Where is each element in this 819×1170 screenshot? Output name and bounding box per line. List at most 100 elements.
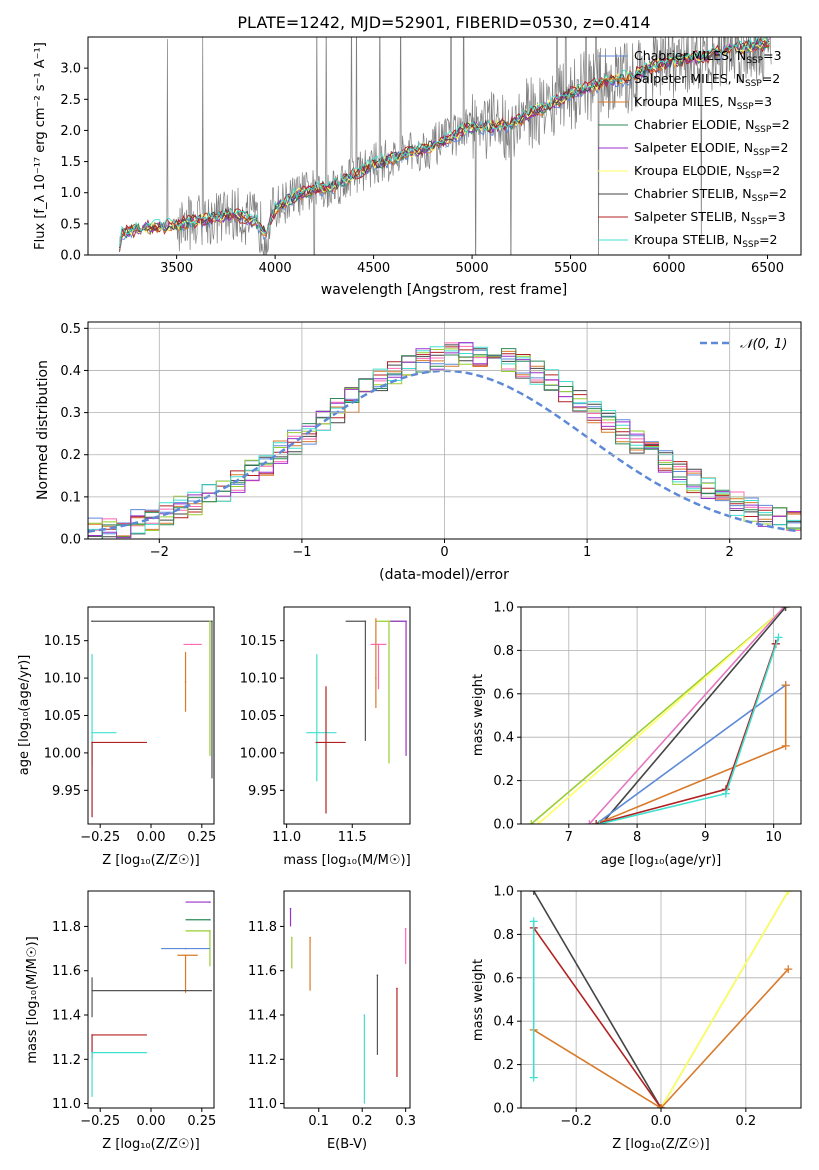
x-tick-label: 0.25: [187, 830, 216, 845]
data-point: [209, 901, 211, 903]
spectrum-title: PLATE=1242, MJD=52901, FIBERID=0530, z=0…: [237, 13, 650, 32]
residual-legend: 𝒩(0, 1): [700, 337, 787, 352]
plus-marker: [595, 820, 604, 824]
gaussian-reference-curve: [88, 369, 799, 533]
legend-suffix: =3: [754, 94, 772, 109]
y-tick-label: 0.4: [493, 731, 514, 746]
weight-line: [595, 684, 787, 824]
x-tick-label: 0.00: [137, 1114, 166, 1129]
legend-suffix: =2: [762, 163, 780, 178]
mass-vs-Z-xlabel: Z [log₁₀(Z/Z☉)]: [102, 1137, 199, 1152]
y-tick-label: 1.0: [60, 186, 81, 201]
weight-line: [533, 891, 662, 1108]
x-tick-label: −2: [150, 545, 169, 560]
y-tick-label: 10.05: [240, 709, 277, 724]
data-point: [316, 731, 318, 734]
y-tick-label: 2.0: [60, 124, 81, 139]
x-tick-label: 6000: [652, 261, 685, 276]
weight-line: [537, 607, 787, 824]
y-tick-label: 10.10: [240, 672, 277, 687]
y-tick-label: 0.0: [493, 1102, 514, 1117]
y-tick-label: 11.6: [52, 964, 81, 979]
x-tick-label: 11.0: [272, 830, 301, 845]
plus-marker: [534, 820, 543, 824]
y-tick-label: 1.0: [493, 601, 514, 616]
y-tick-label: 2.5: [60, 93, 81, 108]
x-tick-label: 10: [765, 830, 782, 845]
axes-frame: [283, 890, 411, 1109]
y-tick-label: 11.8: [248, 920, 277, 935]
y-tick-label: 11.4: [248, 1009, 277, 1024]
y-tick-label: 11.4: [52, 1009, 81, 1024]
model-spectrum-line: [119, 37, 770, 249]
age-vs-mass-xlabel: mass [log₁₀(M/M☉)]: [283, 853, 410, 868]
y-tick-label: 11.0: [248, 1097, 277, 1112]
legend-subscript: SSP: [746, 56, 763, 66]
data-point: [376, 974, 379, 976]
legend-label: Salpeter STELIB, NSSP=3: [634, 209, 786, 227]
weight-vs-age-ylabel: mass weight: [471, 674, 486, 756]
legend-suffix: =2: [770, 140, 788, 155]
x-tick-label: −0.25: [80, 1114, 120, 1129]
weight-vs-Z-xlabel: Z [log₁₀(Z/Z☉)]: [612, 1137, 709, 1152]
legend-subscript: SSP: [754, 125, 771, 135]
legend-suffix: =2: [759, 232, 777, 247]
data-point: [91, 989, 93, 992]
y-tick-label: 0.4: [60, 364, 81, 379]
x-tick-label: −1: [292, 545, 311, 560]
x-tick-label: 6500: [751, 261, 784, 276]
x-tick-label: 7: [565, 830, 573, 845]
axes-frame: [87, 606, 215, 825]
y-tick-label: 10.15: [44, 634, 81, 649]
data-point: [404, 927, 407, 930]
y-tick-label: 0.1: [60, 490, 81, 505]
plus-marker: [529, 891, 538, 895]
data-point: [190, 643, 193, 646]
y-tick-label: 11.2: [52, 1053, 81, 1068]
legend-suffix: =2: [762, 71, 780, 86]
data-point: [396, 987, 398, 990]
legend-suffix: =3: [767, 209, 785, 224]
model-spectrum-line: [119, 37, 770, 248]
weight-line: [660, 968, 789, 1108]
x-tick-label: 0.25: [187, 1114, 216, 1129]
data-point: [91, 1034, 93, 1036]
residual-panel: −2 −1 0 1 2 0.0 0.1 0.2 0.3 0.4 0.5 (data-model)/e…: [35, 321, 802, 583]
y-tick-label: 1.0: [493, 885, 514, 900]
gaussian-legend-label: 𝒩(0, 1): [740, 337, 787, 352]
data-point: [184, 681, 187, 683]
plus-marker: [529, 917, 538, 926]
plus-marker: [781, 681, 790, 690]
legend-subscript: SSP: [742, 240, 759, 250]
data-point: [209, 918, 211, 921]
residual-ylabel: Normed distribution: [35, 360, 51, 500]
plus-marker: [784, 965, 793, 974]
data-point: [405, 620, 407, 623]
mass-vs-Z-panel: −0.25 0.00 0.25 11.0 11.2 11.4 11.6 11.8 Z [log…: [25, 890, 216, 1152]
y-tick-label: 0.0: [493, 818, 514, 833]
y-tick-label: 10.15: [240, 634, 277, 649]
plot-area: [529, 891, 793, 1108]
plus-marker: [657, 1104, 665, 1108]
data-point: [291, 936, 293, 939]
y-tick-label: 0.0: [60, 249, 81, 264]
legend-suffix: =3: [763, 48, 781, 63]
y-tick-label: 9.95: [52, 784, 81, 799]
legend-label: Chabrier STELIB, NSSP=2: [634, 186, 787, 204]
legend-subscript: SSP: [752, 194, 769, 204]
x-tick-label: 3500: [160, 261, 193, 276]
y-tick-label: 0.2: [60, 448, 81, 463]
plus-marker: [527, 820, 536, 824]
y-tick-label: 10.00: [44, 746, 81, 761]
mass-vs-EBV-xlabel: E(B-V): [327, 1137, 367, 1152]
weight-vs-Z-panel: −0.2 0.0 0.2 0.0 0.2 0.4 0.6 0.8 1.0 Z [log₁₀(Z/…: [471, 885, 802, 1152]
axes-frame: [87, 890, 215, 1109]
data-point: [363, 1014, 366, 1016]
spectrum-xlabel: wavelength [Angstrom, rest frame]: [321, 282, 567, 298]
x-tick-label: 0.00: [137, 830, 166, 845]
x-tick-label: 0.2: [736, 1114, 757, 1129]
plot-area: [527, 607, 790, 824]
y-tick-label: 0.5: [60, 322, 81, 337]
legend-subscript: SSP: [745, 79, 762, 89]
weight-vs-Z-ylabel: mass weight: [471, 959, 486, 1041]
